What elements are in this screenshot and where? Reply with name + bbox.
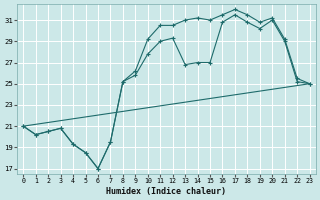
- X-axis label: Humidex (Indice chaleur): Humidex (Indice chaleur): [107, 187, 227, 196]
